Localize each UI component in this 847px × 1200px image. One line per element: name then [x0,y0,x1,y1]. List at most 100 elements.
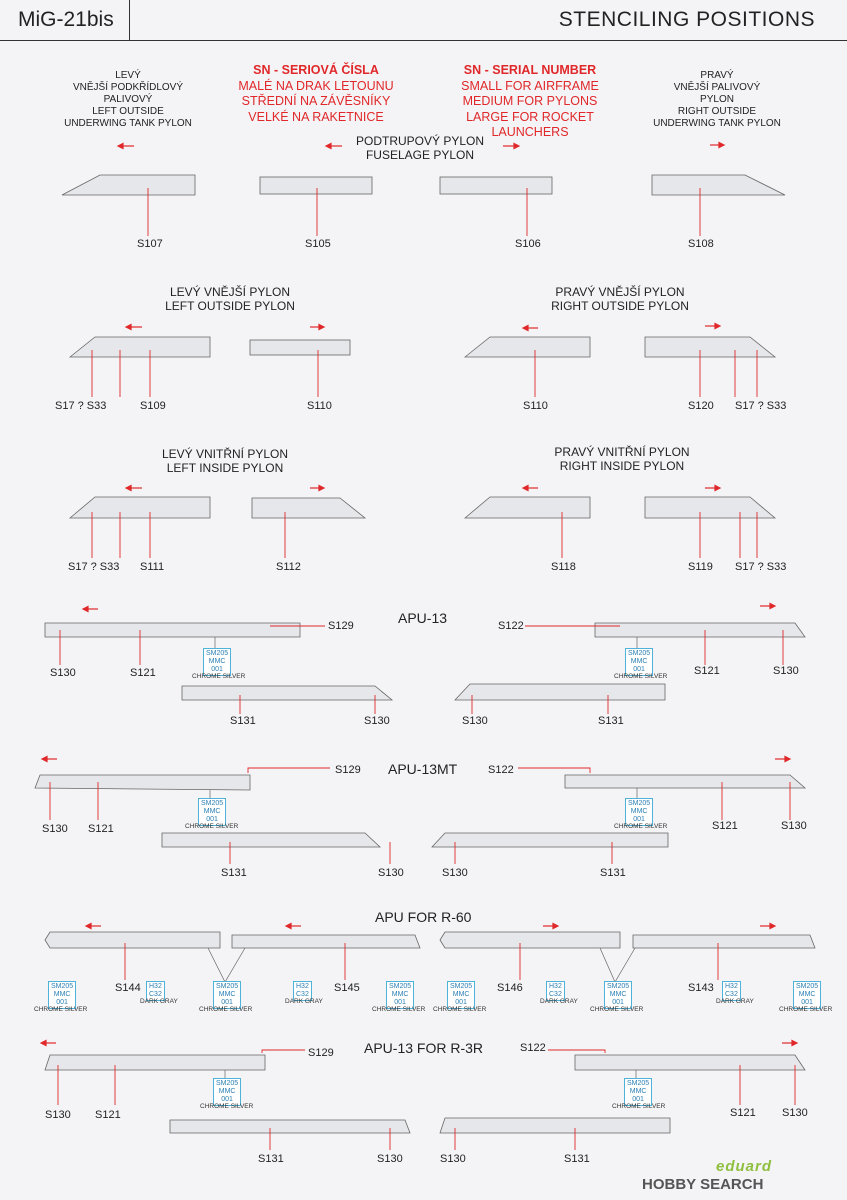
page-header: MiG-21bis STENCILING POSITIONS [0,0,847,41]
left-tank-caption: LEVÝ VNĚJŠÍ PODKŘÍDLOVÝ PALIVOVÝ LEFT OUTSI… [64,70,192,129]
label-s129: S129 [335,764,361,776]
paint-callout-silver: SM205 MMC 001 [624,1078,653,1106]
right-outside-pylon-caption: PRAVÝ VNĚJŠÍ PYLON RIGHT OUTSIDE PYLON [551,285,689,313]
watermark: HOBBY SEARCH [642,1176,764,1193]
paint-callout-silver: SM205 MMC 001 [793,981,822,1009]
label-s111: S111 [140,561,165,573]
label-s130: S130 [364,715,390,727]
label-s145: S145 [334,982,360,994]
label-s129: S129 [308,1047,334,1059]
label-s131: S131 [600,867,626,879]
label-s110: S110 [523,400,548,412]
label-s105: S105 [305,238,331,250]
label-s144: S144 [115,982,141,994]
label-s121: S121 [130,667,156,679]
label-s143: S143 [688,982,714,994]
paint-name: CHROME SILVER [779,1006,833,1013]
label-s119: S119 [688,561,713,573]
label-s130: S130 [782,1107,808,1119]
serial-legend-cz: SN - SERIOVÁ ČÍSLA MALÉ NA DRAK LETOUNU ST… [238,63,394,124]
paint-name: DARK GRAY [540,998,578,1005]
brand-logo: eduard [716,1158,773,1175]
label-s122: S122 [488,764,514,776]
label-s146: S146 [497,982,523,994]
label-s130: S130 [442,867,468,879]
paint-name: CHROME SILVER [372,1006,426,1013]
paint-callout-gray: H32 C32 [293,981,312,1001]
label-s17-s33: S17 ? S33 [735,561,787,573]
paint-callout-silver: SM205 MMC 001 [604,981,633,1009]
label-s130: S130 [462,715,488,727]
fuselage-pylon-caption: PODTRUPOVÝ PYLON FUSELAGE PYLON [355,134,485,162]
left-inside-pylon-caption: LEVÝ VNITŘNÍ PYLON LEFT INSIDE PYLON [161,447,289,475]
label-s121: S121 [730,1107,756,1119]
label-s130: S130 [378,867,404,879]
label-s131: S131 [221,867,247,879]
apu-r60-title: APU FOR R-60 [375,909,472,925]
header-divider [129,0,130,40]
label-s106: S106 [515,238,541,250]
label-s130: S130 [781,820,807,832]
paint-name: CHROME SILVER [185,823,239,830]
paint-name: CHROME SILVER [614,823,668,830]
apu13-r3r-title: APU-13 FOR R-3R [364,1040,484,1056]
label-s17-s33: S17 ? S33 [55,400,107,412]
paint-name: CHROME SILVER [200,1103,254,1110]
label-s109: S109 [140,400,166,412]
label-s130: S130 [440,1153,466,1165]
serial-legend-en: SN - SERIAL NUMBER SMALL FOR AIRFRAME MEDI… [461,63,599,139]
label-s107: S107 [137,238,163,250]
paint-name: CHROME SILVER [433,1006,487,1013]
label-s130: S130 [42,823,68,835]
paint-callout-gray: H32 C32 [722,981,741,1001]
paint-callout-silver: SM205 MMC 001 [625,648,654,676]
label-s131: S131 [230,715,256,727]
apu13-title: APU-13 [398,610,448,626]
label-s131: S131 [258,1153,284,1165]
paint-name: CHROME SILVER [192,673,246,680]
apu13mt-title: APU-13MT [388,761,458,777]
paint-callout-silver: SM205 MMC 001 [447,981,476,1009]
label-s129: S129 [328,620,354,632]
paint-name: CHROME SILVER [34,1006,88,1013]
paint-callout-silver: SM205 MMC 001 [213,981,242,1009]
label-s118: S118 [551,561,576,573]
label-s131: S131 [564,1153,590,1165]
right-tank-caption: PRAVÝ VNĚJŠÍ PALIVOVÝ PYLON RIGHT OUTSIDE UN… [653,70,781,129]
label-s120: S120 [688,400,714,412]
label-s122: S122 [498,620,524,632]
page-title: STENCILING POSITIONS [558,8,815,31]
paint-callout-silver: SM205 MMC 001 [48,981,77,1009]
paint-callout-silver: SM205 MMC 001 [213,1078,242,1106]
paint-callout-silver: SM205 MMC 001 [386,981,415,1009]
label-s131: S131 [598,715,624,727]
label-s17-s33: S17 ? S33 [68,561,120,573]
paint-callout-gray: H32 C32 [146,981,165,1001]
paint-name: DARK GRAY [716,998,754,1005]
paint-name: DARK GRAY [285,998,323,1005]
right-inside-pylon-caption: PRAVÝ VNITŘNÍ PYLON RIGHT INSIDE PYLON [554,445,690,473]
label-s130: S130 [45,1109,71,1121]
model-name: MiG-21bis [18,8,114,31]
paint-name: DARK GRAY [140,998,178,1005]
label-s121: S121 [95,1109,121,1121]
paint-name: CHROME SILVER [199,1006,253,1013]
label-s122: S122 [520,1042,546,1054]
label-s121: S121 [712,820,738,832]
label-s130: S130 [377,1153,403,1165]
paint-callout-silver: SM205 MMC 001 [203,648,232,676]
label-s110: S110 [307,400,332,412]
label-s130: S130 [773,665,799,677]
label-s130: S130 [50,667,76,679]
label-s108: S108 [688,238,714,250]
paint-name: CHROME SILVER [612,1103,666,1110]
paint-name: CHROME SILVER [590,1006,644,1013]
label-s17-s33: S17 ? S33 [735,400,787,412]
paint-callout-silver: SM205 MMC 001 [625,798,654,826]
paint-callout-silver: SM205 MMC 001 [198,798,227,826]
paint-callout-gray: H32 C32 [546,981,565,1001]
label-s121: S121 [88,823,114,835]
left-outside-pylon-caption: LEVÝ VNĚJŠÍ PYLON LEFT OUTSIDE PYLON [165,285,295,313]
paint-name: CHROME SILVER [614,673,668,680]
label-s112: S112 [276,561,301,573]
